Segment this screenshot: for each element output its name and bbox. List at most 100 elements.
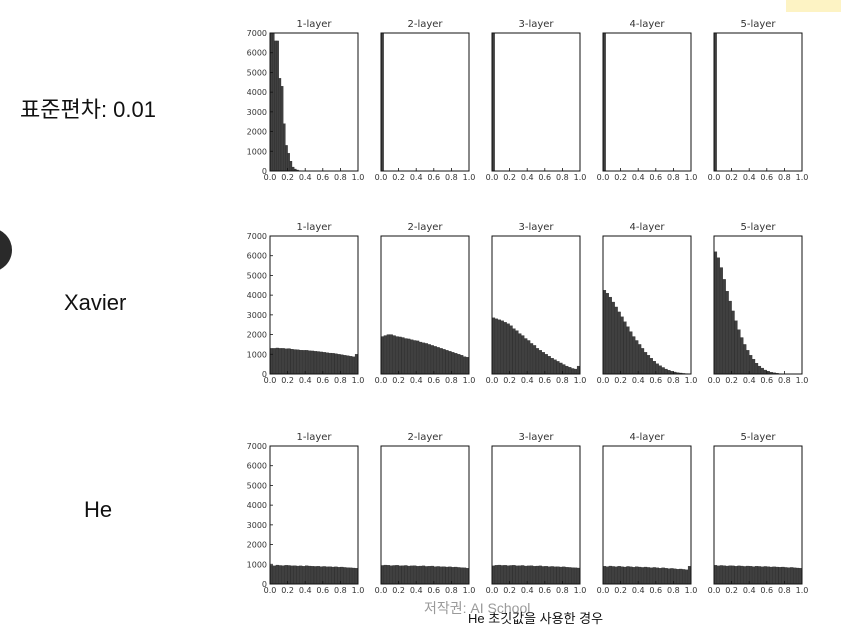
chart-0-3-xtick-label: 0.4 xyxy=(632,173,645,182)
chart-0-2-xtick-label: 0.4 xyxy=(521,173,534,182)
chart-1-4-bar xyxy=(743,344,746,374)
chart-1-2-bar xyxy=(513,329,516,374)
chart-1-2-bar xyxy=(510,326,513,374)
chart-1-0-bar xyxy=(285,349,288,374)
chart-0-3-xtick-label: 0.2 xyxy=(614,173,627,182)
chart-2-3-bar xyxy=(641,567,644,584)
chart-2-2-bar xyxy=(521,565,524,584)
chart-1-0-ytick-label: 7000 xyxy=(247,232,267,241)
chart-2-0-title: 1-layer xyxy=(296,432,332,443)
chart-1-4-bar xyxy=(749,355,752,374)
chart-1-1-bar xyxy=(446,350,449,374)
chart-2-3-bar xyxy=(629,567,632,584)
chart-1-1-xtick-label: 0.8 xyxy=(445,376,458,385)
chart-2-0-bar xyxy=(291,566,294,584)
chart-1-1-bar xyxy=(393,336,396,374)
chart-2-2-frame xyxy=(492,446,580,584)
chart-2-3-bar xyxy=(606,567,609,584)
chart-2-3-bar xyxy=(650,568,653,584)
chart-1-1-bar xyxy=(443,349,446,374)
chart-2-0-bar xyxy=(340,567,343,584)
chart-2-0-xtick-label: 1.0 xyxy=(352,586,365,595)
chart-2-3-bar xyxy=(676,569,679,584)
chart-0-0-ytick-label: 7000 xyxy=(247,29,267,38)
chart-1-3-bar xyxy=(635,340,638,374)
chart-2-4-bar xyxy=(781,567,784,584)
chart-1-4-bar xyxy=(746,350,749,374)
chart-1-0-bar xyxy=(311,351,314,374)
chart-1-2-bar xyxy=(548,356,551,374)
chart-1-2-xtick-label: 0.4 xyxy=(521,376,534,385)
chart-2-3-bar xyxy=(653,567,656,584)
chart-1-0-bar xyxy=(305,350,308,374)
chart-2-1-bar xyxy=(402,566,405,584)
chart-0-4-xtick-label: 1.0 xyxy=(796,173,809,182)
chart-2-1-bar xyxy=(451,567,454,584)
chart-0-0-bar xyxy=(285,145,287,171)
chart-1-3-xtick-label: 1.0 xyxy=(685,376,698,385)
chart-2-1-bar xyxy=(448,567,451,584)
chart-0-1-xtick-label: 0.8 xyxy=(445,173,458,182)
chart-0-4-xtick-label: 0.0 xyxy=(708,173,721,182)
chart-1-2-bar xyxy=(495,319,498,374)
chart-2-2-bar xyxy=(507,566,510,584)
chart-2-0-xtick-label: 0.8 xyxy=(334,586,347,595)
chart-2-2-xtick-label: 1.0 xyxy=(574,586,587,595)
chart-1-2-bar xyxy=(568,367,571,374)
chart-0-1-xtick-label: 0.4 xyxy=(410,173,423,182)
chart-1-4-bar xyxy=(761,368,764,374)
chart-1-3-bar xyxy=(668,370,671,374)
chart-2-1-bar xyxy=(393,565,396,584)
chart-2-2-bar xyxy=(568,567,571,584)
chart-1-3-xtick-label: 0.6 xyxy=(649,376,662,385)
chart-2-4-bar xyxy=(732,566,735,584)
chart-2-2-bar xyxy=(513,565,516,584)
chart-2-1-bar xyxy=(454,567,457,584)
chart-2-0-bar xyxy=(288,565,291,584)
chart-1-3-bar xyxy=(647,355,650,374)
chart-0-0-title: 1-layer xyxy=(296,19,332,30)
chart-2-3-bar xyxy=(635,567,638,584)
chart-1-1-bar xyxy=(390,335,393,374)
chart-2-1-bar xyxy=(443,567,446,584)
chart-2-3-bar xyxy=(612,566,615,584)
chart-2-0-bar xyxy=(332,567,335,584)
chart-2-4-bar xyxy=(779,567,782,584)
chart-0-4-xtick-label: 0.8 xyxy=(778,173,791,182)
chart-1-4-title: 5-layer xyxy=(740,222,776,233)
chart-2-4-xtick-label: 0.4 xyxy=(743,586,756,595)
chart-2-1-xtick-label: 0.2 xyxy=(392,586,405,595)
chart-1-0-ytick-label: 1000 xyxy=(247,350,267,359)
chart-1-1-bar xyxy=(454,353,457,374)
chart-2-0-bar xyxy=(314,566,317,584)
chart-1-2-bar xyxy=(504,322,507,374)
chart-2-2-bar xyxy=(536,566,539,584)
chart-1-4-bar xyxy=(726,291,729,374)
chart-2-0-ytick-label: 2000 xyxy=(247,541,267,550)
chart-1-2-bar xyxy=(530,343,533,374)
chart-2-0-xtick-label: 0.6 xyxy=(316,586,329,595)
chart-1-0-bar xyxy=(320,352,323,374)
chart-2-3-bar xyxy=(659,568,662,584)
chart-0-0-ytick-label: 2000 xyxy=(247,128,267,137)
chart-2-4-xtick-label: 0.6 xyxy=(760,586,773,595)
chart-2-2-bar xyxy=(551,566,554,584)
chart-2-3-bar xyxy=(609,566,612,584)
chart-1-3-bar xyxy=(626,327,629,374)
chart-2-1-title: 2-layer xyxy=(407,432,443,443)
chart-2-1-bar xyxy=(399,566,402,584)
chart-1-0-bar xyxy=(326,353,329,374)
chart-2-3-frame xyxy=(603,446,691,584)
chart-1-2-bar xyxy=(515,331,518,374)
chart-1-1-bar xyxy=(416,341,419,374)
chart-2-4-bar xyxy=(717,566,720,584)
chart-2-2-bar xyxy=(504,565,507,584)
chart-2-1-bar xyxy=(434,567,437,584)
chart-2-0-bar xyxy=(320,567,323,584)
chart-1-3-xtick-label: 0.0 xyxy=(597,376,610,385)
chart-1-0-bar xyxy=(296,350,299,374)
chart-2-3-title: 4-layer xyxy=(629,432,665,443)
chart-0-0-xtick-label: 0.2 xyxy=(281,173,294,182)
chart-2-3-bar xyxy=(632,567,635,584)
